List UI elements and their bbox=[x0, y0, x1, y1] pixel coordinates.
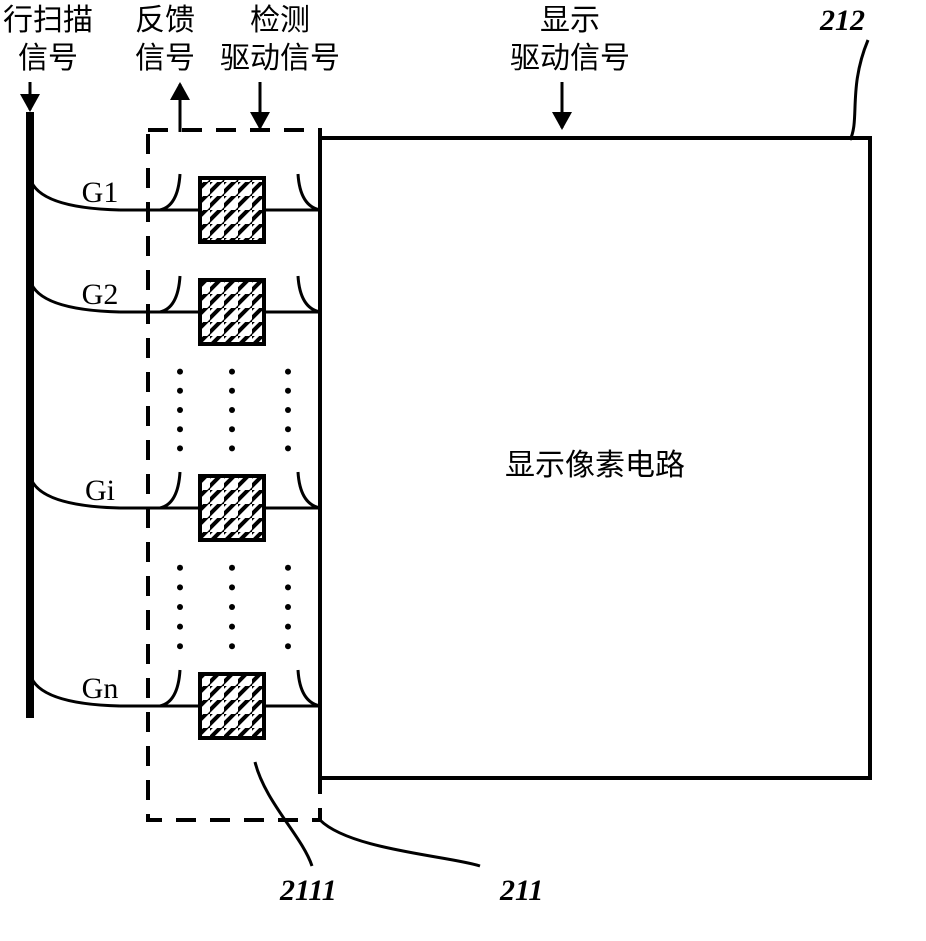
leader-2111 bbox=[255, 762, 312, 866]
ref-212: 212 bbox=[819, 4, 865, 37]
ellipsis-dot bbox=[285, 388, 291, 394]
detect-stub bbox=[298, 472, 320, 508]
ellipsis-dot bbox=[177, 624, 183, 630]
detect-label-1: 检测 bbox=[250, 4, 310, 37]
ellipsis-dot bbox=[285, 445, 291, 451]
ellipsis-dot bbox=[229, 388, 235, 394]
detect-cell-box bbox=[200, 178, 264, 242]
row-scan-label-1: 行扫描 bbox=[3, 4, 93, 37]
ellipsis-dot bbox=[177, 426, 183, 432]
ellipsis-dot bbox=[285, 624, 291, 630]
ellipsis-dot bbox=[229, 624, 235, 630]
ellipsis-dot bbox=[229, 369, 235, 375]
ellipsis-dot bbox=[285, 604, 291, 610]
ellipsis-dot bbox=[229, 643, 235, 649]
circuit-diagram: 行扫描信号 反馈信号 检测驱动信号 显示驱动信号显示像素电路 212 G1 G2 Gi Gn 21… bbox=[0, 0, 926, 941]
detect-stub bbox=[298, 276, 320, 312]
ellipsis-dot bbox=[177, 407, 183, 413]
ref-211: 211 bbox=[499, 874, 543, 907]
row-label: Gn bbox=[82, 672, 119, 705]
ellipsis-dot bbox=[229, 445, 235, 451]
detect-label-2: 驱动信号 bbox=[220, 42, 340, 75]
feedback-label-2: 信号 bbox=[135, 42, 195, 75]
ellipsis-dot bbox=[285, 426, 291, 432]
ellipsis-dot bbox=[229, 565, 235, 571]
detect-cell-box bbox=[200, 674, 264, 738]
ellipsis-dot bbox=[177, 445, 183, 451]
feedback-stub bbox=[160, 670, 180, 706]
ellipsis-dot bbox=[285, 584, 291, 590]
detect-stub bbox=[298, 670, 320, 706]
feedback-label-1: 反馈 bbox=[135, 4, 195, 37]
display-pixel-circuit-label: 显示像素电路 bbox=[505, 449, 685, 482]
ellipsis-dot bbox=[285, 369, 291, 375]
ellipsis-dot bbox=[229, 604, 235, 610]
feedback-stub bbox=[160, 276, 180, 312]
ellipsis-dot bbox=[229, 407, 235, 413]
ellipsis-dot bbox=[177, 369, 183, 375]
display-drive-label-2: 驱动信号 bbox=[510, 42, 630, 75]
ellipsis-dot bbox=[177, 584, 183, 590]
row-scan-label-2: 信号 bbox=[18, 42, 78, 75]
ref-2111: 2111 bbox=[279, 874, 337, 907]
ellipsis-dot bbox=[177, 388, 183, 394]
ellipsis-dot bbox=[229, 426, 235, 432]
feedback-stub bbox=[160, 472, 180, 508]
ellipsis-dot bbox=[285, 407, 291, 413]
ellipsis-dot bbox=[177, 643, 183, 649]
detect-cell-box bbox=[200, 280, 264, 344]
row-label: Gi bbox=[85, 474, 115, 507]
leader-211 bbox=[320, 820, 480, 866]
leader-212 bbox=[850, 40, 868, 140]
feedback-stub bbox=[160, 174, 180, 210]
ellipsis-dot bbox=[285, 643, 291, 649]
ellipsis-dot bbox=[177, 565, 183, 571]
row-label: G1 bbox=[82, 176, 119, 209]
detect-stub bbox=[298, 174, 320, 210]
ellipsis-dot bbox=[229, 584, 235, 590]
ellipsis-dot bbox=[177, 604, 183, 610]
ellipsis-dot bbox=[285, 565, 291, 571]
detect-cell-box bbox=[200, 476, 264, 540]
row-label: G2 bbox=[82, 278, 119, 311]
display-drive-label-1: 显示 bbox=[540, 4, 600, 37]
